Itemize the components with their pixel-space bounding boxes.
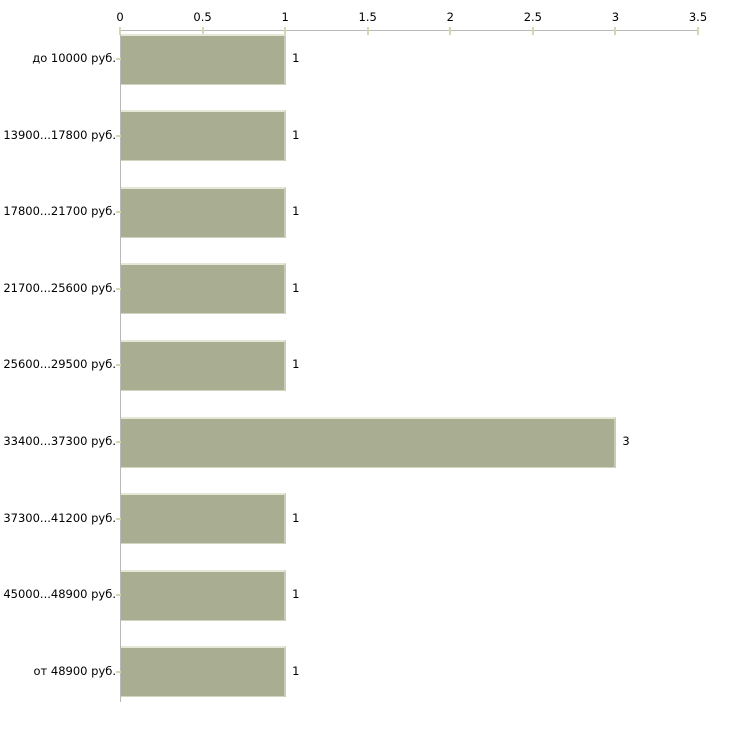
x-axis-tick	[697, 27, 699, 35]
x-axis-tick-label: 2	[446, 10, 454, 24]
bar	[121, 416, 617, 468]
x-axis-tick-label: 0	[116, 10, 124, 24]
category-tick	[116, 211, 121, 214]
category-label: 37300...41200 руб.	[3, 510, 116, 525]
category-label: 33400...37300 руб.	[3, 434, 116, 448]
bar-value-label: 1	[292, 51, 300, 65]
x-axis-tick-label: 1.5	[358, 10, 377, 24]
x-axis-line	[120, 30, 698, 31]
bar-value-label: 1	[292, 127, 300, 142]
x-axis-tick-label: 2.5	[523, 10, 542, 24]
category-label: 13900...17800 руб.	[3, 127, 116, 142]
bar-value-label: 1	[292, 204, 300, 219]
x-axis-tick	[119, 27, 121, 35]
x-axis-tick-label: 0.5	[193, 10, 212, 24]
bar	[121, 263, 287, 315]
bar	[121, 493, 287, 545]
category-tick	[116, 517, 121, 520]
bar	[121, 646, 287, 698]
x-axis-tick-label: 3	[611, 10, 620, 24]
x-axis-tick	[531, 27, 534, 35]
category-label: 25600...29500 руб.	[3, 357, 116, 372]
x-axis-tick-label: 1	[281, 10, 289, 24]
x-axis-tick	[366, 27, 369, 35]
category-tick	[116, 134, 121, 137]
x-axis-tick	[201, 27, 204, 35]
category-label: до 10000 руб.	[32, 51, 116, 65]
category-tick	[116, 364, 121, 367]
x-axis-tick	[449, 27, 452, 35]
x-axis-tick	[614, 27, 617, 35]
bar-value-label: 1	[292, 663, 300, 678]
bar	[121, 33, 287, 85]
category-label: 17800...21700 руб.	[3, 204, 116, 219]
bar-value-label: 1	[292, 357, 300, 372]
category-tick	[116, 441, 121, 443]
category-tick	[116, 58, 121, 60]
category-label: от 48900 руб.	[33, 663, 116, 678]
bar	[121, 339, 287, 391]
category-label: 45000...48900 руб.	[3, 587, 116, 602]
bar	[121, 569, 287, 621]
bar	[121, 110, 287, 162]
bar-value-label: 1	[292, 280, 300, 295]
bar-value-label: 3	[622, 434, 630, 448]
x-axis-tick-label: 3.5	[688, 10, 708, 24]
category-tick	[116, 287, 121, 290]
x-axis-tick	[284, 27, 287, 35]
category-tick	[116, 594, 121, 597]
category-label: 21700...25600 руб.	[3, 280, 116, 295]
bar	[121, 186, 287, 238]
category-tick	[116, 670, 121, 673]
bar-value-label: 1	[292, 510, 300, 525]
bar-value-label: 1	[292, 587, 300, 602]
